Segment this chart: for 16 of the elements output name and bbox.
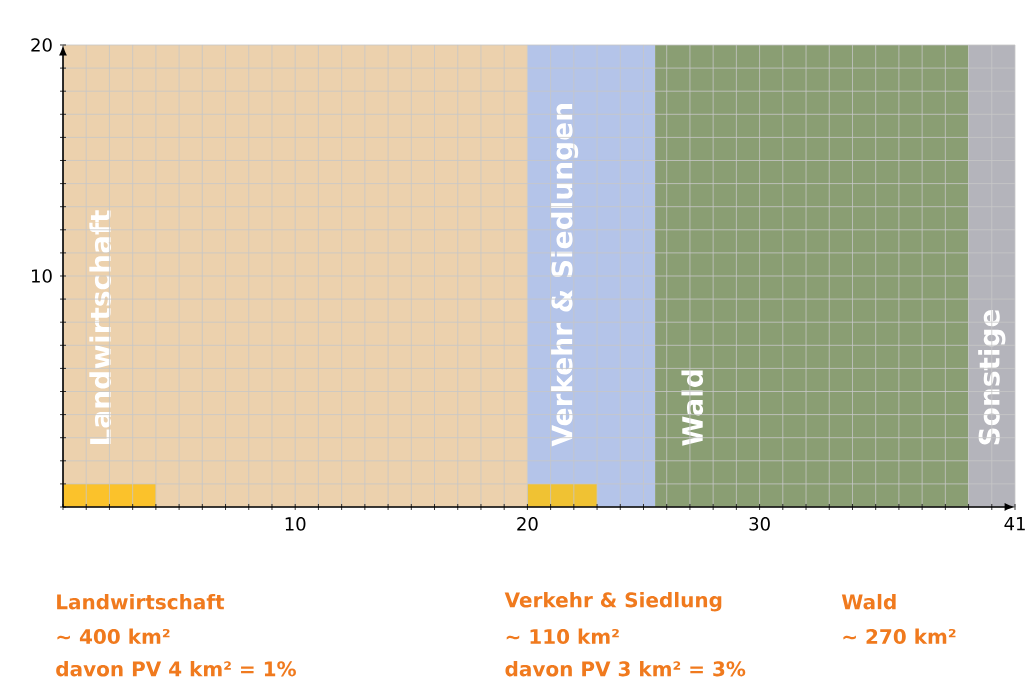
text: Wald [841,593,896,610]
text: davon PV 4 km² = 1% [56,660,296,677]
text: ~ 270 km² [843,628,956,645]
x-tick-label: 20 [517,517,538,531]
text: ~ 400 km² [57,628,170,645]
text: ~ 110 km² [506,628,619,645]
series-label: Verkehr & Siedlungen [550,104,579,447]
text: Verkehr & Siedlung [504,591,722,612]
x-tick-label: 41 [1004,517,1025,531]
series-label: Sonstige [978,309,1006,445]
x-tick-label: 10 [285,517,306,531]
x-tick-label: 30 [749,517,770,531]
series-label: Wald [681,370,704,446]
text: davon PV 3 km² = 3% [505,660,746,677]
text: Landwirtschaft [57,593,225,610]
series-label: Landwirtschaft [89,210,111,444]
